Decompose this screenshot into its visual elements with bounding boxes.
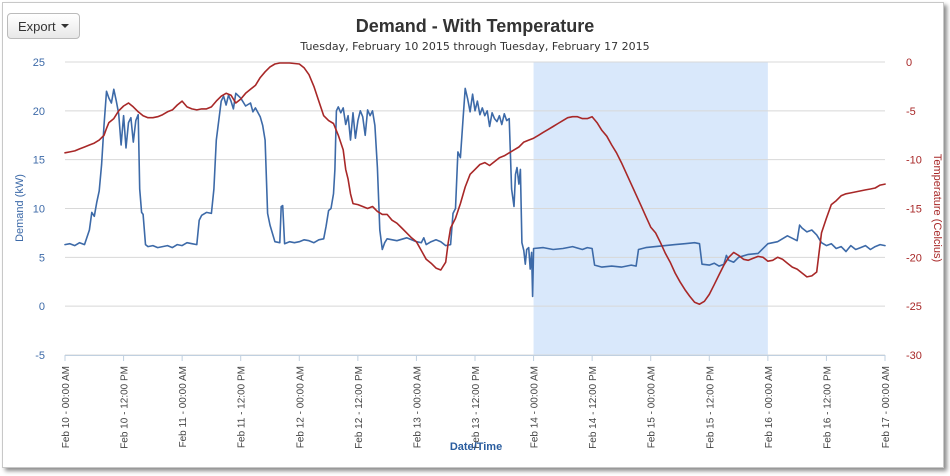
- y-left-tick-label: 10: [33, 204, 45, 216]
- right-axis: -30 -25 -20 -15 -10 -5 0: [906, 57, 922, 362]
- chart-title: Demand - With Temperature: [355, 16, 595, 36]
- x-tick-label: Feb 13 - 00:00 AM: [412, 366, 423, 448]
- y-right-tick-label: 0: [906, 57, 912, 69]
- y-right-tick-label: -25: [906, 301, 922, 313]
- x-axis: Feb 10 - 00:00 AM Feb 10 - 12:00 PM Feb 11…: [61, 355, 892, 449]
- y-right-tick-label: -20: [906, 252, 922, 264]
- y-axis-left-label: Demand (kW): [14, 174, 26, 242]
- x-tick-label: Feb 10 - 12:00 PM: [120, 366, 131, 449]
- y-right-tick-label: -10: [906, 155, 922, 167]
- y-right-tick-label: -5: [906, 106, 916, 118]
- x-axis-label: Date/Time: [450, 441, 502, 453]
- x-tick-label: Feb 10 - 00:00 AM: [61, 366, 72, 448]
- chart-subtitle: Tuesday, February 10 2015 through Tuesda…: [300, 40, 650, 53]
- x-tick-label: Feb 16 - 12:00 PM: [822, 366, 833, 449]
- x-tick-label: Feb 16 - 00:00 AM: [764, 366, 775, 448]
- x-tick-label: Feb 12 - 12:00 PM: [354, 366, 365, 449]
- x-tick-label: Feb 17 - 00:00 AM: [881, 366, 892, 448]
- demand-series-line: [64, 87, 886, 298]
- y-left-tick-label: 25: [33, 57, 45, 69]
- export-button-label: Export: [18, 18, 56, 34]
- caret-down-icon: [60, 24, 69, 28]
- x-tick-label: Feb 11 - 12:00 PM: [237, 366, 248, 448]
- y-left-tick-label: 0: [39, 301, 45, 313]
- x-tick-label: Feb 14 - 12:00 PM: [588, 366, 599, 449]
- chart-frame: [2, 2, 944, 468]
- y-axis-right-label: Temperature (Celcius): [931, 154, 943, 262]
- y-left-tick-label: 15: [33, 155, 45, 167]
- x-tick-label: Feb 15 - 00:00 AM: [647, 366, 658, 448]
- y-right-tick-label: -15: [906, 204, 922, 216]
- x-tick-label: Feb 11 - 00:00 AM: [178, 366, 189, 448]
- left-axis: -5 0 5 10 15 20 25: [33, 57, 45, 362]
- y-left-tick-label: 5: [39, 252, 45, 264]
- y-right-tick-label: -30: [906, 350, 922, 362]
- series-group: [64, 62, 886, 305]
- y-left-tick-label: 20: [33, 106, 45, 118]
- temperature-series-line: [64, 62, 886, 305]
- x-tick-label: Feb 13 - 12:00 PM: [471, 366, 482, 449]
- x-tick-label: Feb 12 - 00:00 AM: [295, 366, 306, 448]
- y-left-tick-label: -5: [35, 350, 45, 362]
- x-tick-label: Feb 15 - 12:00 PM: [705, 366, 716, 449]
- export-button[interactable]: Export: [7, 13, 80, 39]
- x-tick-label: Feb 14 - 00:00 AM: [530, 366, 541, 448]
